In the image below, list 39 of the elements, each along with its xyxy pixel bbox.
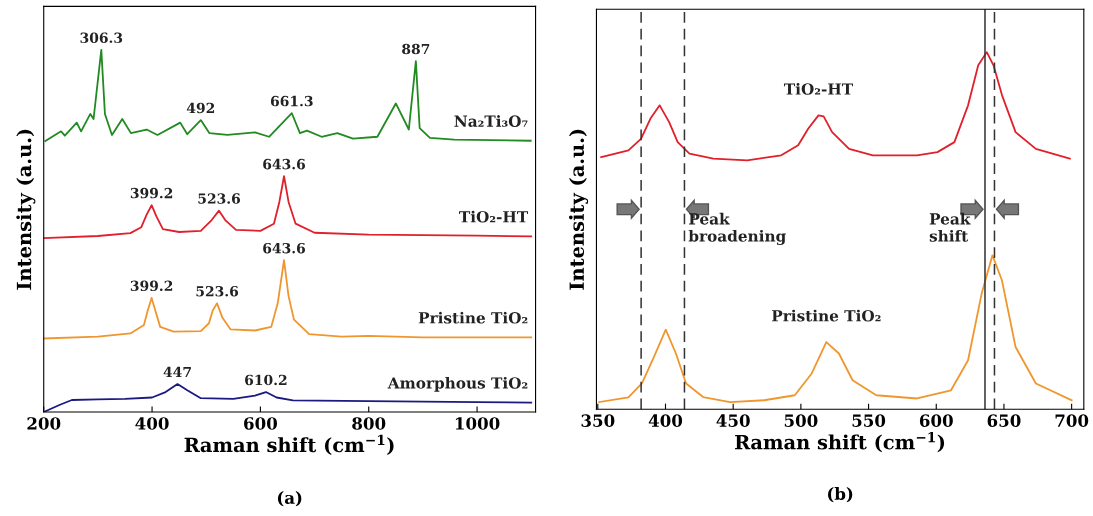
series-label: Amorphous TiO₂	[387, 376, 528, 392]
x-tick-label: 350	[581, 414, 615, 427]
x-tick-label: 650	[987, 414, 1021, 427]
annotation: 306.3	[80, 32, 123, 43]
annotation: 447	[163, 366, 191, 378]
x-tick-label: 1000	[455, 417, 500, 430]
x-tick-label: 400	[135, 417, 169, 430]
annotation: 887	[402, 43, 430, 55]
x-axis-title: Raman shift (cm$^{−1}$)	[735, 432, 945, 453]
annotation: 492	[186, 102, 215, 114]
x-tick-label: 800	[352, 417, 386, 430]
annotation: Peak shift	[929, 212, 971, 242]
text: (b)	[827, 487, 853, 503]
series-label: TiO₂-HT	[783, 82, 853, 95]
annotation: Peak broadening	[688, 212, 786, 245]
x-tick-label: 400	[648, 414, 683, 427]
x-tick-label: 450	[716, 414, 750, 427]
annotation: 523.6	[196, 285, 239, 297]
x-tick-label: 200	[27, 417, 61, 430]
annotation: 399.2	[130, 280, 173, 292]
x-tick-label: 700	[1055, 414, 1089, 427]
x-tick-label: 500	[784, 414, 818, 427]
annotation: 610.2	[245, 374, 287, 386]
annotation: 523.6	[198, 193, 241, 204]
series-label: Pristine TiO₂	[418, 311, 528, 324]
series-label: Na₂Ti₃O₇	[454, 115, 528, 127]
annotation: 643.6	[263, 158, 306, 170]
x-tick-label: 550	[852, 414, 886, 427]
x-tick-label: 600	[244, 417, 278, 430]
annotation: 661.3	[270, 95, 313, 107]
x-tick-label: 600	[919, 414, 953, 427]
annotation: 643.6	[263, 242, 306, 254]
y-axis-title: Intensity (a.u.)	[569, 129, 589, 290]
y-axis-title: Intensity (a.u.)	[16, 129, 36, 290]
series-label: Pristine TiO₂	[771, 309, 881, 322]
x-axis-title: Raman shift (cm$^{−1}$)	[184, 434, 394, 456]
series-label: TiO₂-HT	[459, 210, 529, 223]
annotation: 399.2	[130, 187, 173, 199]
text: (a)	[277, 491, 302, 507]
